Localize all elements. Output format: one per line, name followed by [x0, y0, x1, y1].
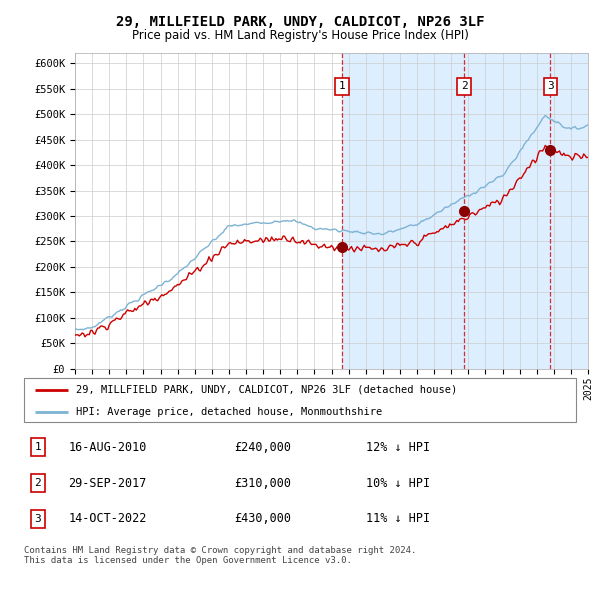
Text: 3: 3	[547, 81, 554, 91]
Text: 3: 3	[34, 514, 41, 524]
Text: 29, MILLFIELD PARK, UNDY, CALDICOT, NP26 3LF (detached house): 29, MILLFIELD PARK, UNDY, CALDICOT, NP26…	[76, 385, 458, 395]
Text: 11% ↓ HPI: 11% ↓ HPI	[366, 513, 430, 526]
Text: Price paid vs. HM Land Registry's House Price Index (HPI): Price paid vs. HM Land Registry's House …	[131, 30, 469, 42]
Text: HPI: Average price, detached house, Monmouthshire: HPI: Average price, detached house, Monm…	[76, 407, 383, 417]
Bar	[342, 53, 588, 369]
Text: 29, MILLFIELD PARK, UNDY, CALDICOT, NP26 3LF: 29, MILLFIELD PARK, UNDY, CALDICOT, NP26…	[116, 15, 484, 29]
Text: £240,000: £240,000	[234, 441, 291, 454]
Text: 16-AUG-2010: 16-AUG-2010	[68, 441, 146, 454]
Text: 14-OCT-2022: 14-OCT-2022	[68, 513, 146, 526]
FancyBboxPatch shape	[24, 378, 576, 422]
Text: 10% ↓ HPI: 10% ↓ HPI	[366, 477, 430, 490]
Text: Contains HM Land Registry data © Crown copyright and database right 2024.
This d: Contains HM Land Registry data © Crown c…	[24, 546, 416, 565]
Text: 29-SEP-2017: 29-SEP-2017	[68, 477, 146, 490]
Text: 1: 1	[34, 442, 41, 452]
Text: £310,000: £310,000	[234, 477, 291, 490]
Text: 2: 2	[34, 478, 41, 488]
Text: 2: 2	[461, 81, 467, 91]
Text: £430,000: £430,000	[234, 513, 291, 526]
Text: 1: 1	[339, 81, 346, 91]
Text: 12% ↓ HPI: 12% ↓ HPI	[366, 441, 430, 454]
